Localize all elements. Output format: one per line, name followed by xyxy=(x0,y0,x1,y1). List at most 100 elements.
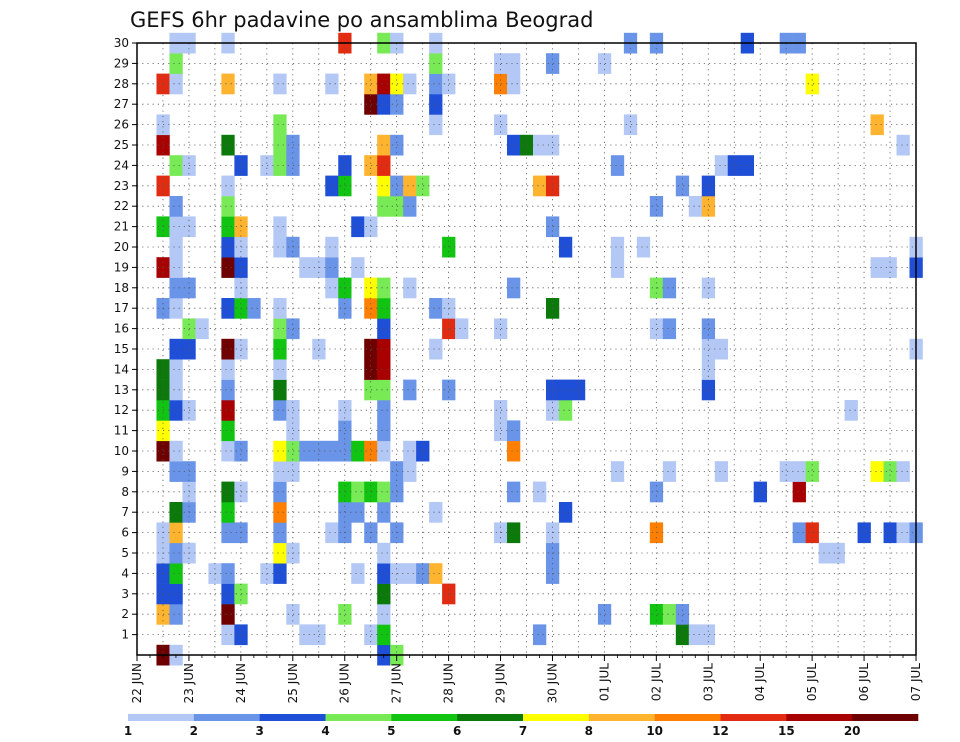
heatmap-cell xyxy=(558,502,573,523)
x-tick-label: 23 JUN xyxy=(182,663,196,703)
heatmap-cell xyxy=(649,481,664,503)
heatmap-cell xyxy=(390,94,404,115)
x-tick-label: 25 JUN xyxy=(286,663,300,703)
heatmap-cell xyxy=(377,277,391,299)
heatmap-cell xyxy=(494,318,508,340)
heatmap-cell xyxy=(662,318,677,340)
heatmap-cell xyxy=(286,318,300,340)
heatmap-cell xyxy=(169,257,183,278)
colorbar-swatch xyxy=(852,714,919,721)
heatmap-cell xyxy=(507,53,521,74)
heatmap-cell xyxy=(377,134,391,156)
x-tick-label: 01 JUL xyxy=(597,663,611,701)
colorbar-swatch xyxy=(391,714,458,721)
heatmap-cell xyxy=(558,236,573,258)
colorbar-label: 7 xyxy=(519,724,527,738)
heatmap-cell xyxy=(740,155,754,176)
heatmap-cell xyxy=(753,481,767,503)
heatmap-cell xyxy=(377,298,391,319)
heatmap-cell xyxy=(792,461,806,482)
heatmap-cell xyxy=(377,400,391,421)
y-tick-label: 13 xyxy=(114,383,129,397)
y-tick-label: 6 xyxy=(121,526,129,540)
heatmap-cell xyxy=(416,440,430,462)
colorbar-label: 15 xyxy=(778,724,795,738)
heatmap-cell xyxy=(701,624,716,646)
heatmap-cell xyxy=(169,338,183,360)
heatmap-cell xyxy=(429,94,443,115)
heatmap-cell xyxy=(377,379,391,401)
x-tick-label: 07 JUL xyxy=(909,663,923,701)
heatmap-cell xyxy=(545,379,560,401)
heatmap-cell xyxy=(649,196,664,217)
heatmap-cell xyxy=(701,338,716,360)
heatmap-cell xyxy=(403,563,417,584)
heatmap-cell xyxy=(649,318,664,340)
heatmap-cell xyxy=(273,338,287,360)
heatmap-cell xyxy=(662,461,677,482)
heatmap-cell xyxy=(338,175,352,197)
heatmap-cell xyxy=(545,400,560,421)
heatmap-cell xyxy=(675,624,690,646)
heatmap-cell xyxy=(377,604,391,625)
y-tick-label: 1 xyxy=(121,628,129,642)
heatmap-cell xyxy=(169,155,183,176)
colorbar-label: 3 xyxy=(255,724,263,738)
heatmap-cell xyxy=(221,298,235,319)
x-tick-label: 22 JUN xyxy=(130,663,144,703)
heatmap-cell xyxy=(870,257,884,278)
y-tick-label: 9 xyxy=(121,464,129,478)
heatmap-cell xyxy=(714,155,729,176)
heatmap-cell xyxy=(221,379,235,401)
heatmap-cell xyxy=(494,400,508,421)
heatmap-cell xyxy=(338,604,352,625)
heatmap-cell xyxy=(221,400,235,421)
heatmap-cell xyxy=(429,298,443,319)
heatmap-cell xyxy=(351,440,365,462)
heatmap-cell xyxy=(221,624,235,646)
heatmap-cell xyxy=(507,481,521,503)
colorbar-label: 12 xyxy=(712,724,729,738)
heatmap-cell xyxy=(610,155,625,176)
heatmap-cell xyxy=(377,175,391,197)
heatmap-cell xyxy=(442,236,456,258)
heatmap-cell xyxy=(610,461,625,482)
y-tick-label: 25 xyxy=(114,138,129,152)
y-tick-label: 21 xyxy=(114,220,129,234)
x-tick-label: 04 JUL xyxy=(753,663,767,701)
x-tick-label: 05 JUL xyxy=(805,663,819,701)
heatmap-cell xyxy=(273,73,287,95)
colorbar-label: 6 xyxy=(453,724,461,738)
heatmap-cell xyxy=(169,440,183,462)
heatmap-cell xyxy=(247,298,261,319)
colorbar-label: 10 xyxy=(646,724,663,738)
heatmap-cell xyxy=(494,114,508,136)
heatmap-cell xyxy=(273,216,287,238)
heatmap-cell xyxy=(429,338,443,360)
x-axis-ticks: 22 JUN 23 JUN 24 JUN 25 JUN 26 JUN 27 JUN 28 J… xyxy=(130,655,923,703)
heatmap-cell xyxy=(286,155,300,176)
heatmap-cell xyxy=(338,400,352,421)
heatmap-cell xyxy=(532,624,547,646)
heatmap-cell xyxy=(403,440,417,462)
heatmap-cell xyxy=(273,114,287,136)
heatmap-cell xyxy=(377,440,391,462)
colorbar-swatch xyxy=(786,714,853,721)
colorbar-swatch xyxy=(193,714,260,721)
heatmap-cell xyxy=(221,563,235,584)
heatmap-cell xyxy=(377,338,391,360)
heatmap-cell xyxy=(312,440,326,462)
heatmap-cell xyxy=(896,461,910,482)
y-tick-label: 26 xyxy=(114,118,129,132)
heatmap-cell xyxy=(221,604,235,625)
colorbar-swatch xyxy=(128,714,195,721)
heatmap-cell xyxy=(351,481,365,503)
heatmap-cell xyxy=(714,338,729,360)
y-tick-label: 18 xyxy=(114,281,129,295)
heatmap-cell xyxy=(221,175,235,197)
heatmap-cell xyxy=(377,502,391,523)
heatmap-cell xyxy=(494,73,508,95)
colorbar-label: 20 xyxy=(844,724,861,738)
heatmap-cell xyxy=(169,502,183,523)
